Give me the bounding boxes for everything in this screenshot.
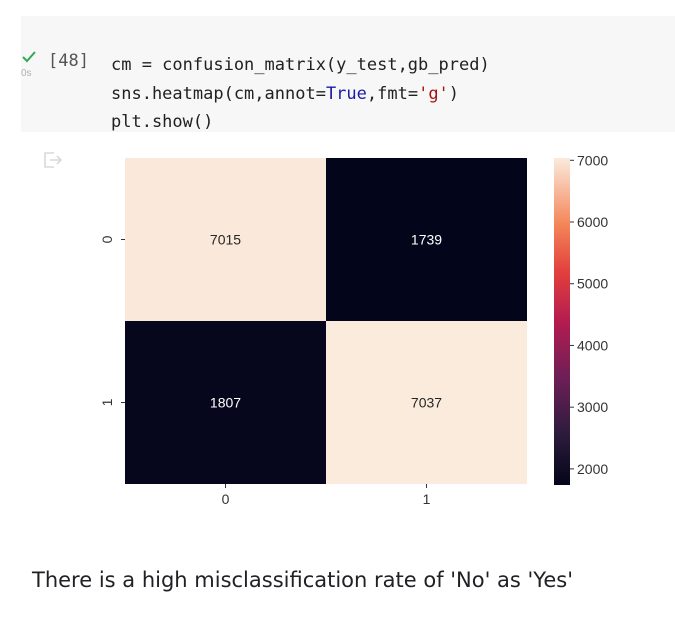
colorbar-tick-label: 3000 — [577, 399, 608, 415]
code-token: ) — [448, 83, 460, 104]
colorbar-tick-label: 4000 — [577, 337, 608, 353]
execution-time: 0s — [21, 68, 32, 79]
colorbar — [554, 158, 570, 485]
heatmap-cell-1-1 — [326, 321, 527, 484]
code-token: plt.show() — [111, 112, 214, 132]
heatmap-cell-1-0 — [125, 321, 326, 484]
code-cell[interactable]: 0s [48] cm = confusion_matrix(y_test,gb_… — [21, 16, 675, 132]
output-redirect-icon[interactable] — [42, 150, 64, 170]
code-token: True — [325, 83, 367, 104]
code-editor[interactable]: cm = confusion_matrix(y_test,gb_pred)sns… — [111, 51, 490, 137]
y-tick-label: 0 — [99, 235, 115, 243]
code-token: 'g' — [418, 83, 449, 104]
confusion-matrix-heatmap: 7015 1739 1807 7037 0 1 0 1 7000 6000 5000 4000 3… — [99, 152, 608, 507]
cell-annotation: 1739 — [411, 232, 442, 248]
code-line: plt.show() — [111, 108, 490, 137]
run-status[interactable]: 0s — [21, 46, 41, 86]
code-token: sns.heatmap(cm,annot= — [111, 83, 326, 104]
execution-count: [48] — [48, 51, 89, 71]
cell-annotation: 7037 — [411, 395, 442, 411]
check-icon — [22, 51, 36, 63]
heatmap-cell-0-0 — [125, 158, 326, 321]
cell-annotation: 7015 — [210, 232, 241, 248]
code-token: cm = confusion_matrix(y_test,gb_pred) — [111, 55, 490, 75]
colorbar-tick-label: 2000 — [577, 461, 608, 477]
colorbar-tick-label: 7000 — [577, 152, 608, 168]
x-tick-label: 1 — [423, 491, 431, 507]
colorbar-tick-label: 6000 — [577, 214, 608, 230]
code-token: ,fmt= — [366, 83, 419, 104]
y-tick-label: 1 — [99, 398, 115, 406]
cell-annotation: 1807 — [210, 395, 241, 411]
heatmap-cell-0-1 — [326, 158, 527, 321]
markdown-text: There is a high misclassification rate o… — [32, 568, 573, 592]
code-line: sns.heatmap(cm,annot=True,fmt='g') — [111, 80, 490, 109]
colorbar-tick-label: 5000 — [577, 276, 608, 292]
x-tick-label: 0 — [222, 491, 230, 507]
code-line: cm = confusion_matrix(y_test,gb_pred) — [111, 51, 490, 80]
